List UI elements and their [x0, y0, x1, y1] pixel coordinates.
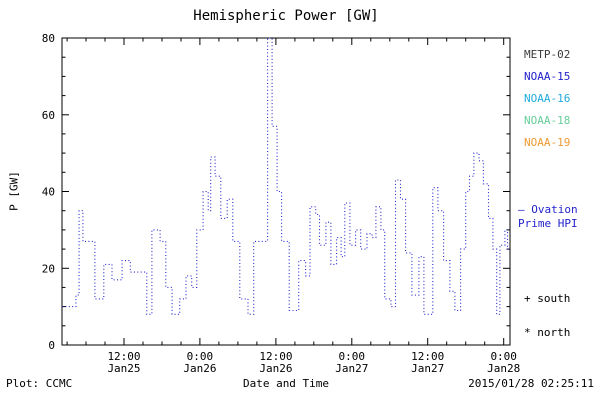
legend-ovation-prime-hpi: — Ovation Prime HPI [518, 203, 578, 231]
plot-timestamp: 2015/01/28 02:25:11 [468, 377, 594, 390]
x-axis-label: Date and Time [242, 377, 330, 390]
svg-text:0: 0 [48, 339, 55, 352]
svg-text:Jan26: Jan26 [259, 362, 292, 375]
svg-text:12:00: 12:00 [411, 350, 444, 363]
legend-item-noaa-19: NOAA-19 [524, 136, 571, 149]
ovation-line-2: Prime HPI [518, 217, 578, 230]
legend-item-noaa-16: NOAA-16 [524, 92, 571, 105]
svg-text:80: 80 [42, 32, 55, 45]
plot-source-label: Plot: CCMC [6, 377, 73, 390]
legend: METP-02 NOAA-15 NOAA-16 NOAA-18 NOAA-19 [524, 44, 570, 154]
svg-text:Jan28: Jan28 [487, 362, 520, 375]
svg-text:60: 60 [42, 109, 55, 122]
svg-text:40: 40 [42, 186, 55, 199]
svg-text:0:00: 0:00 [490, 350, 517, 363]
svg-text:Jan26: Jan26 [183, 362, 216, 375]
legend-item-noaa-15: NOAA-15 [524, 70, 571, 83]
svg-text:Jan25: Jan25 [107, 362, 140, 375]
chart-title: Hemispheric Power [GW] [193, 8, 379, 24]
svg-text:Jan27: Jan27 [411, 362, 444, 375]
legend-south-marker: + south [524, 292, 571, 305]
ovation-line-1: — Ovation [518, 203, 578, 216]
svg-text:12:00: 12:00 [107, 350, 140, 363]
svg-text:12:00: 12:00 [259, 350, 292, 363]
svg-text:20: 20 [42, 262, 55, 275]
legend-item-metp-02: METP-02 [524, 48, 571, 61]
legend-item-noaa-18: NOAA-18 [524, 114, 571, 127]
svg-text:0:00: 0:00 [187, 350, 214, 363]
svg-text:Jan27: Jan27 [335, 362, 368, 375]
legend-north-marker: * north [524, 326, 571, 339]
y-axis-label: P [GW] [7, 171, 21, 211]
svg-text:0:00: 0:00 [339, 350, 366, 363]
